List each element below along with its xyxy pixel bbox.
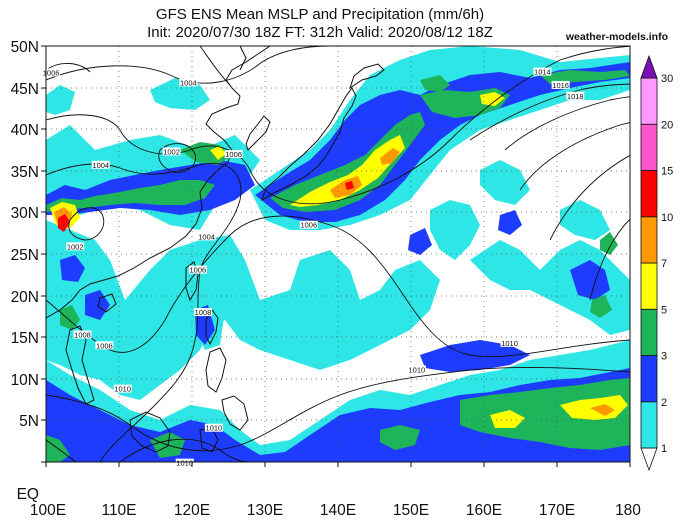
lat-label-20n: 20N	[11, 289, 39, 306]
lat-label-50n: 50N	[11, 39, 39, 56]
isobar-label-bg	[162, 147, 181, 156]
isobar-label-bg	[299, 220, 318, 229]
isobar-label: 1010	[176, 459, 193, 468]
lon-label-100e: 100E	[30, 502, 66, 519]
map-subtitle-init-valid: Init: 2020/07/30 18Z FT: 312h Valid: 202…	[147, 24, 493, 41]
isobar-label: 1006	[43, 68, 60, 77]
lat-label-5n: 5N	[19, 413, 39, 430]
colorbar-level-label: 10	[661, 212, 673, 224]
colorbar-level-label: 2	[661, 397, 667, 409]
lat-label-15n: 15N	[11, 330, 39, 347]
axis-ticks	[41, 45, 631, 467]
isobar-label-bg	[95, 341, 114, 350]
isobar-label-bg	[42, 68, 61, 77]
isobar-label-bg	[66, 242, 85, 251]
isobar-label: 1010	[206, 424, 223, 433]
colorbar-level-label: 15	[661, 166, 673, 178]
colorbar-labels: 1 2 3 5 7 10 15 20 30	[661, 73, 673, 455]
isobar-label-bg	[179, 78, 198, 87]
isobar-label: 1002	[163, 147, 180, 156]
isobar-label-bg	[224, 149, 243, 158]
longitude-labels: 100E 110E 120E 130E 140E 150E 160E 170E …	[30, 502, 641, 519]
isobar-label: 1010	[501, 339, 518, 348]
isobar-label: 1002	[67, 242, 84, 251]
colorbar-level-label: 5	[661, 304, 667, 316]
isobar-label-bg	[533, 67, 552, 76]
isobar-label: 1006	[300, 221, 317, 230]
colorbar-segment	[640, 262, 658, 310]
isobar-label: 1010	[408, 365, 425, 374]
latitude-labels: 50N 45N 40N 35N 30N 25N 20N 15N 10N 5N E…	[11, 39, 39, 503]
colorbar-segment	[640, 401, 658, 449]
lon-label-150e: 150E	[393, 502, 429, 519]
lon-label-130e: 130E	[247, 502, 283, 519]
isobar-labels: 1006 1004 1004 1002 1006 1006 1004 1002 1006 1008…	[42, 67, 585, 468]
lon-label-160e: 160E	[466, 502, 502, 519]
lat-label-eq: EQ	[17, 486, 39, 503]
isobar-label-bg	[407, 365, 426, 374]
colorbar-segment	[640, 308, 658, 356]
colorbar-level-label: 3	[661, 351, 667, 363]
isobar-label: 1004	[180, 78, 197, 87]
isobar-label: 1008	[195, 308, 212, 317]
colorbar-segment	[640, 123, 658, 171]
colorbar-segment	[640, 170, 658, 218]
colorbar-segment	[640, 355, 658, 403]
lon-label-180: 180	[615, 502, 641, 519]
isobar-label: 1016	[552, 81, 569, 90]
colorbar-segment-over	[640, 54, 658, 79]
colorbar-segment	[640, 216, 658, 264]
lon-label-110e: 110E	[101, 502, 136, 519]
lat-label-40n: 40N	[11, 122, 39, 139]
map-title: GFS ENS Mean MSLP and Precipitation (mm/…	[155, 6, 485, 23]
isobar-label-bg	[175, 458, 194, 467]
colorbar-level-label: 7	[661, 258, 667, 270]
isobar-label-bg	[197, 232, 216, 241]
isobar-label-bg	[188, 265, 207, 274]
isobar-label-bg	[73, 330, 92, 339]
isobar-label: 1004	[198, 232, 215, 241]
lat-label-45n: 45N	[11, 81, 39, 98]
isobar-label-bg	[91, 160, 110, 169]
lat-label-30n: 30N	[11, 205, 39, 222]
colorbar-level-label: 30	[661, 73, 673, 85]
isobar-label-bg	[566, 91, 585, 100]
lon-label-120e: 120E	[174, 502, 210, 519]
lat-label-25n: 25N	[11, 247, 39, 264]
lat-label-10n: 10N	[11, 372, 39, 389]
isobar-label-bg	[193, 308, 212, 317]
lat-label-35n: 35N	[11, 164, 39, 181]
colorbar-level-label: 1	[661, 443, 667, 455]
source-credit: weather-models.info	[565, 31, 668, 43]
isobar-label: 1006	[96, 341, 113, 350]
colorbar-segment	[640, 77, 658, 125]
isobar-label-bg	[204, 423, 223, 432]
precipitation-colorbar	[640, 54, 658, 472]
isobar-label: 1014	[534, 68, 551, 77]
isobar-label: 1018	[567, 92, 584, 101]
isobar-label-bg	[500, 338, 519, 347]
isobar-label: 1004	[92, 161, 109, 170]
colorbar-segment-under	[640, 447, 658, 472]
isobar-label: 1008	[74, 331, 91, 340]
lon-label-170e: 170E	[539, 502, 575, 519]
isobar-label: 1010	[114, 385, 131, 394]
isobar-label-bg	[113, 384, 132, 393]
isobar-label-bg	[551, 80, 570, 89]
precip-10mm-areas	[58, 181, 354, 232]
isobar-label: 1006	[189, 266, 206, 275]
colorbar-level-label: 20	[661, 119, 673, 131]
precip-3mm-areas	[46, 70, 630, 462]
lon-label-140e: 140E	[320, 502, 356, 519]
isobar-label: 1006	[225, 150, 242, 159]
